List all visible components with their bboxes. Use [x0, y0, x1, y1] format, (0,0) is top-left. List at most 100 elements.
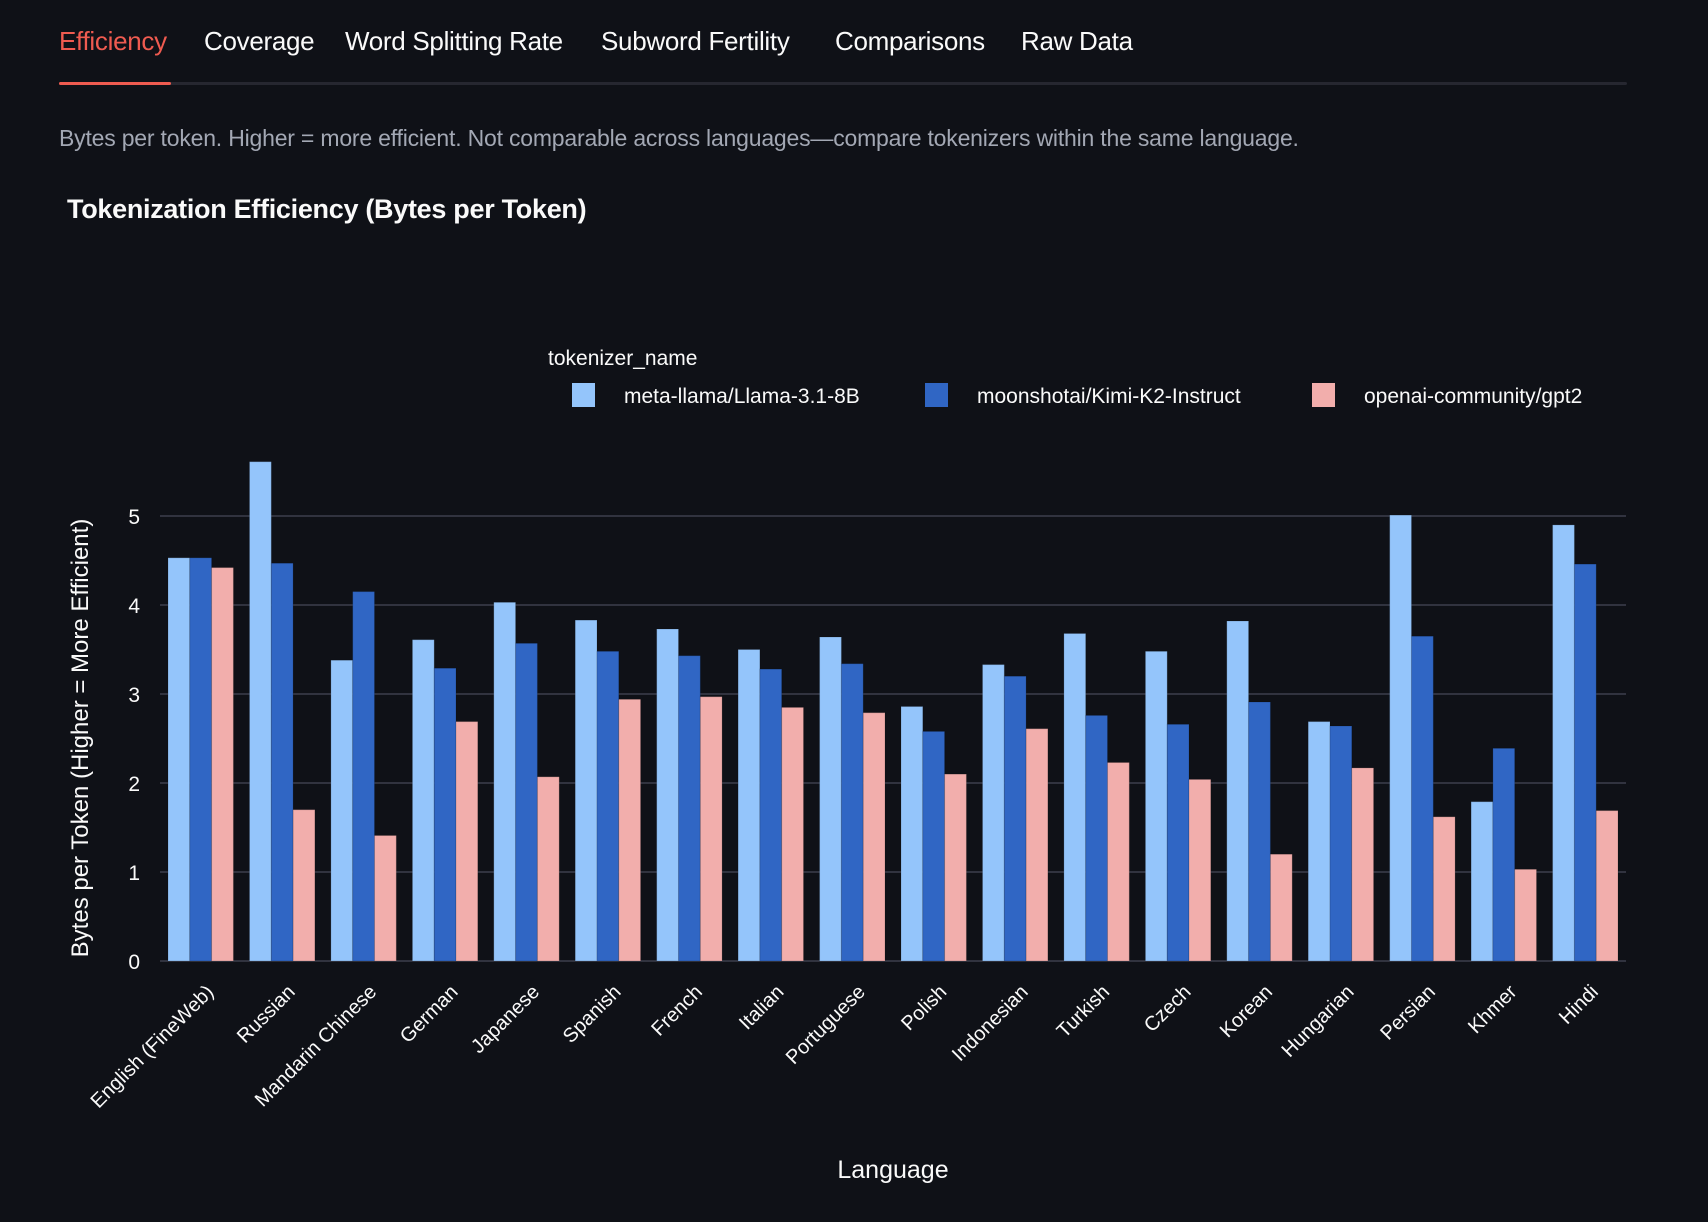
- bar[interactable]: [1389, 514, 1412, 962]
- x-tick-label: Japanese: [467, 981, 544, 1058]
- bar[interactable]: [211, 567, 234, 962]
- x-tick-label: Indonesian: [948, 981, 1033, 1066]
- x-axis-label: Language: [837, 1156, 948, 1184]
- x-tick-label: Portuguese: [782, 981, 870, 1069]
- bar[interactable]: [656, 628, 680, 962]
- bar[interactable]: [374, 835, 397, 962]
- bar[interactable]: [1307, 721, 1331, 962]
- tab-bar: Efficiency Coverage Word Splitting Rate …: [59, 18, 1627, 85]
- bar[interactable]: [249, 461, 272, 962]
- tab-subword-fertility[interactable]: Subword Fertility: [601, 26, 790, 56]
- bar[interactable]: [1573, 563, 1597, 962]
- legend-item-label[interactable]: openai-community/gpt2: [1364, 385, 1582, 408]
- x-tick-label: Russian: [233, 981, 300, 1048]
- bar[interactable]: [1470, 801, 1494, 962]
- y-tick-label: 2: [128, 773, 140, 796]
- legend-item-label[interactable]: moonshotai/Kimi-K2-Instruct: [977, 385, 1241, 408]
- y-axis-ticks: 0 1 2 3 4 5: [128, 506, 140, 974]
- legend: tokenizer_name meta-llama/Llama-3.1-8B mo…: [548, 347, 1582, 408]
- tab-raw-data[interactable]: Raw Data: [1021, 26, 1133, 56]
- bar[interactable]: [455, 721, 479, 962]
- y-tick-label: 0: [128, 951, 140, 974]
- bar[interactable]: [167, 557, 191, 962]
- bar[interactable]: [596, 650, 620, 962]
- x-tick-label: Turkish: [1053, 981, 1114, 1042]
- bar[interactable]: [1269, 853, 1293, 962]
- bar[interactable]: [493, 601, 517, 962]
- bar[interactable]: [1226, 620, 1250, 962]
- bar[interactable]: [819, 636, 842, 962]
- legend-item-label[interactable]: meta-llama/Llama-3.1-8B: [624, 385, 860, 408]
- bar[interactable]: [1166, 723, 1190, 962]
- bars: [167, 461, 1619, 962]
- bar[interactable]: [1085, 714, 1108, 962]
- bar[interactable]: [840, 663, 864, 962]
- bar[interactable]: [618, 698, 642, 962]
- bar[interactable]: [330, 659, 354, 962]
- bar[interactable]: [1514, 868, 1537, 962]
- bar[interactable]: [862, 712, 886, 962]
- legend-swatch: [1312, 383, 1335, 407]
- tab-comparisons[interactable]: Comparisons: [835, 26, 985, 56]
- bar[interactable]: [189, 557, 213, 962]
- bar[interactable]: [536, 776, 560, 962]
- bar[interactable]: [699, 696, 723, 962]
- chart-title: Tokenization Efficiency (Bytes per Token…: [67, 194, 587, 224]
- bar[interactable]: [433, 667, 457, 962]
- x-tick-label: Czech: [1140, 981, 1196, 1037]
- x-tick-label: Spanish: [559, 981, 626, 1048]
- bar[interactable]: [759, 668, 783, 962]
- x-tick-label: Hindi: [1555, 981, 1603, 1029]
- x-tick-label: Polish: [897, 981, 951, 1035]
- tab-word-splitting-rate[interactable]: Word Splitting Rate: [345, 26, 563, 56]
- y-axis-label: Bytes per Token (Higher = More Efficient…: [67, 519, 94, 958]
- tab-coverage[interactable]: Coverage: [204, 26, 315, 56]
- bar[interactable]: [1188, 778, 1212, 962]
- tab-efficiency[interactable]: Efficiency: [59, 26, 167, 56]
- x-tick-label: English (FineWeb): [87, 981, 219, 1113]
- tab-track: [59, 82, 1627, 85]
- efficiency-description: Bytes per token. Higher = more efficient…: [59, 125, 1299, 151]
- y-tick-label: 5: [128, 506, 140, 529]
- bar[interactable]: [270, 562, 294, 962]
- bar[interactable]: [922, 730, 946, 962]
- bar[interactable]: [1329, 725, 1353, 962]
- legend-title: tokenizer_name: [548, 347, 697, 370]
- bar[interactable]: [900, 706, 924, 962]
- legend-swatch: [925, 383, 948, 407]
- bar[interactable]: [292, 809, 316, 962]
- x-tick-label: Hungarian: [1278, 981, 1359, 1062]
- bar[interactable]: [678, 655, 701, 962]
- bar[interactable]: [944, 773, 967, 962]
- active-tab-indicator: [59, 82, 171, 85]
- bar[interactable]: [1025, 728, 1049, 962]
- bar[interactable]: [1411, 635, 1434, 962]
- x-tick-label: French: [647, 981, 707, 1041]
- bar[interactable]: [1492, 747, 1516, 962]
- x-tick-label: Korean: [1216, 981, 1277, 1042]
- bar[interactable]: [1248, 701, 1271, 962]
- bar[interactable]: [1432, 816, 1456, 962]
- x-tick-label: Italian: [735, 981, 788, 1034]
- y-tick-label: 1: [128, 862, 140, 885]
- bar[interactable]: [1107, 762, 1130, 962]
- bar[interactable]: [515, 642, 538, 962]
- bar[interactable]: [1003, 675, 1027, 962]
- bar[interactable]: [781, 706, 805, 962]
- bar[interactable]: [352, 591, 376, 962]
- y-tick-label: 4: [128, 595, 140, 618]
- y-tick-label: 3: [128, 684, 140, 707]
- bar[interactable]: [574, 619, 598, 962]
- bar[interactable]: [1552, 524, 1575, 962]
- bar[interactable]: [737, 649, 761, 962]
- bar[interactable]: [1063, 633, 1087, 962]
- bar[interactable]: [1144, 650, 1168, 962]
- bar[interactable]: [1351, 767, 1375, 962]
- bar[interactable]: [411, 639, 435, 962]
- x-tick-label: Persian: [1376, 981, 1440, 1045]
- bar[interactable]: [1595, 810, 1619, 962]
- bar[interactable]: [982, 664, 1005, 962]
